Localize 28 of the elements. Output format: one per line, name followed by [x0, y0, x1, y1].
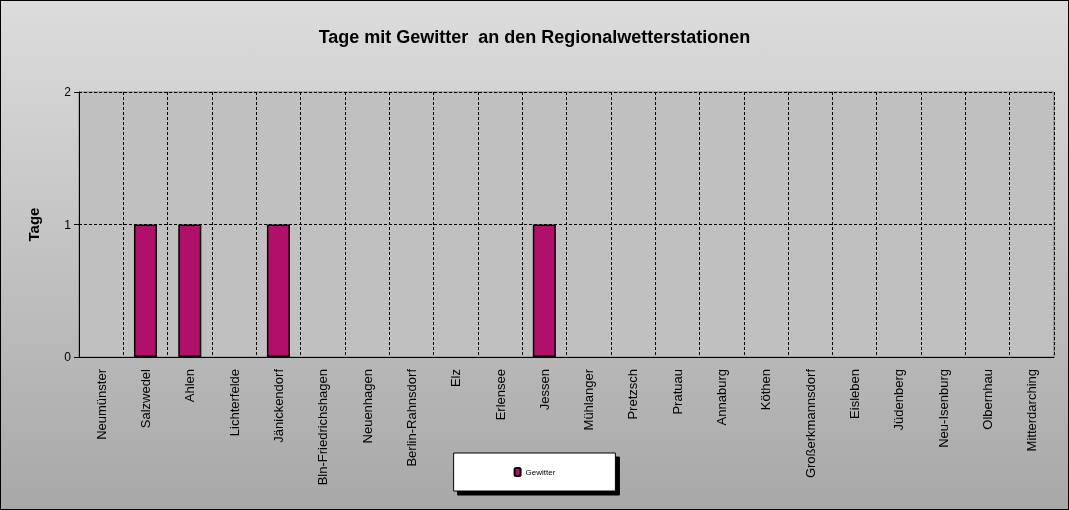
x-tick-label: Berlin-Rahnsdorf: [403, 368, 419, 467]
x-tick-label: Neumünster: [93, 368, 109, 440]
x-tick-label: Olbernhau: [980, 369, 996, 430]
x-tick-label: Neu-Isenburg: [935, 369, 951, 448]
y-tick-label: 2: [64, 85, 72, 99]
x-tick-label: Köthen: [758, 369, 774, 411]
y-axis-title: Tage: [25, 207, 42, 242]
x-tick-label: Lichterfelde: [226, 369, 242, 437]
x-tick-label: Jessen: [536, 369, 552, 411]
x-tick-label: Erlensee: [492, 369, 508, 421]
chart-title: Tage mit Gewitter an den Regionalwetterstationen: [318, 27, 751, 47]
x-tick-label: Jänickendorf: [270, 368, 286, 443]
x-tick-label: Ahlen: [182, 369, 198, 403]
y-tick-label: 0: [64, 350, 72, 364]
legend-label: Gewitter: [525, 467, 556, 477]
x-tick-label: Salzwedel: [137, 368, 153, 429]
x-tick-label: Annaburg: [714, 369, 730, 426]
x-tick-label: Jüdenberg: [891, 369, 907, 431]
x-tick-label: Neuenhagen: [359, 369, 375, 444]
y-tick-label: 1: [64, 217, 72, 232]
x-tick-label: Elz: [448, 369, 464, 388]
x-tick-label: Mitterdarching: [1024, 369, 1040, 452]
x-tick-label: Pratuau: [669, 369, 685, 415]
x-tick-label: Pretzsch: [625, 369, 641, 420]
x-tick-label: Mühlanger: [581, 368, 597, 431]
x-tick-label: Bln-Friedrichshagen: [315, 369, 331, 486]
x-tick-label: Eisleben: [847, 369, 863, 419]
x-tick-label: Großerkmannsdorf: [802, 368, 818, 479]
